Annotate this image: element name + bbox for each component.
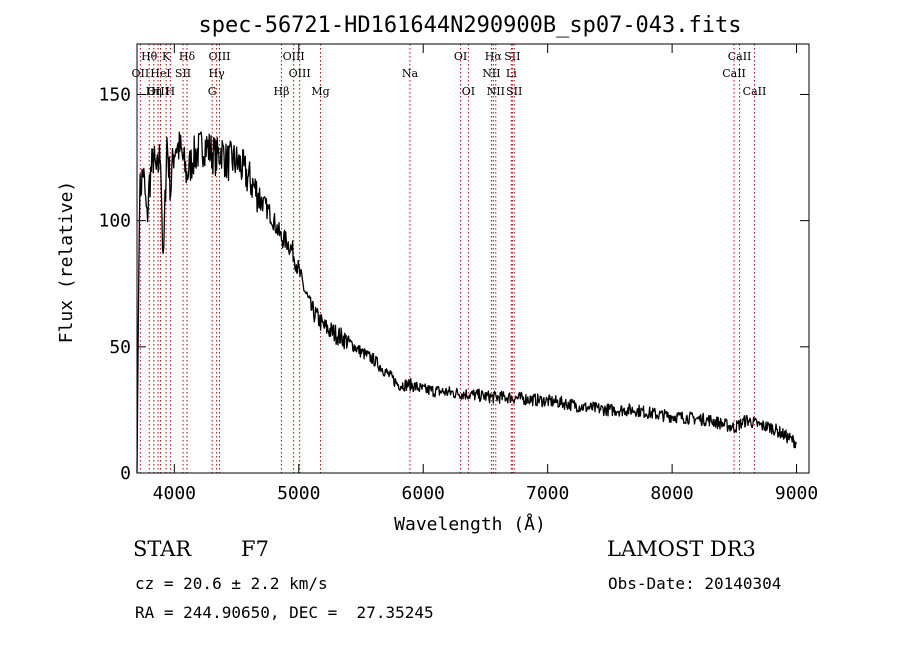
spectral-line-label: OIII	[283, 50, 305, 63]
x-tick-label: 5000	[277, 483, 320, 504]
object-subclass: F7	[241, 537, 269, 561]
object-class: STAR	[133, 537, 192, 561]
spectral-line-label: Hγ	[209, 67, 226, 80]
spectral-line-label: OI	[462, 85, 475, 98]
spectral-line-label: NII	[482, 67, 500, 80]
spectral-line-label: Hθ	[141, 50, 158, 63]
spectral-line-label: OIII	[208, 50, 230, 63]
flux-series-line	[136, 131, 797, 474]
spectral-line-label: CaII	[722, 67, 746, 80]
spectral-line-label: Na	[402, 67, 419, 80]
sky-coordinates: RA = 244.90650, DEC = 27.35245	[135, 603, 434, 622]
spectral-line-label: CaII	[728, 50, 752, 63]
spectral-line-label: Mg	[311, 85, 329, 98]
x-tick-label: 7000	[526, 483, 569, 504]
spectral-line-label: Li	[506, 67, 517, 80]
y-tick-label: 50	[109, 337, 131, 358]
redshift-cz: cz = 20.6 ± 2.2 km/s	[135, 574, 328, 593]
observation-date: Obs-Date: 20140304	[608, 574, 782, 593]
plot-frame	[136, 43, 810, 474]
y-tick-label: 150	[98, 84, 131, 105]
spectral-line-label: Hδ	[179, 50, 196, 63]
survey-name: LAMOST DR3	[607, 537, 756, 561]
spectral-line-label: NII	[487, 85, 505, 98]
spectral-line-label: OII	[132, 67, 150, 80]
spectral-line-label: SII	[506, 85, 522, 98]
chart-title: spec-56721-HD161644N290900B_sp07-043.fit…	[198, 13, 741, 38]
spectral-line-label: H	[166, 85, 176, 98]
x-axis-label: Wavelength (Å)	[394, 513, 546, 535]
y-tick-label: 0	[120, 463, 131, 484]
spectral-line-label: OIII	[289, 67, 311, 80]
spectral-line-label: CaII	[743, 85, 767, 98]
spectral-line-label: K	[162, 50, 171, 63]
spectral-line-label: Hα	[485, 50, 503, 63]
spectral-line-label: SII	[504, 50, 520, 63]
x-tick-label: 9000	[775, 483, 818, 504]
x-tick-label: 6000	[402, 483, 445, 504]
spectral-line-label: G	[208, 85, 217, 98]
spectral-line-label: Hη	[146, 85, 162, 98]
y-tick-label: 100	[98, 211, 131, 232]
spectral-line-label: OIII	[147, 85, 169, 98]
spectral-line-label: HeI	[150, 67, 170, 80]
spectral-line-label: Hβ	[274, 85, 290, 98]
y-axis-label: Flux (relative)	[56, 181, 77, 344]
spectral-line-label: OI	[454, 50, 467, 63]
x-tick-label: 4000	[153, 483, 196, 504]
x-tick-label: 8000	[650, 483, 693, 504]
spectral-line-label: SII	[175, 67, 191, 80]
axis-ticks: 4000 5000 6000 7000 8000 9000 0 50 100 150	[98, 44, 818, 504]
